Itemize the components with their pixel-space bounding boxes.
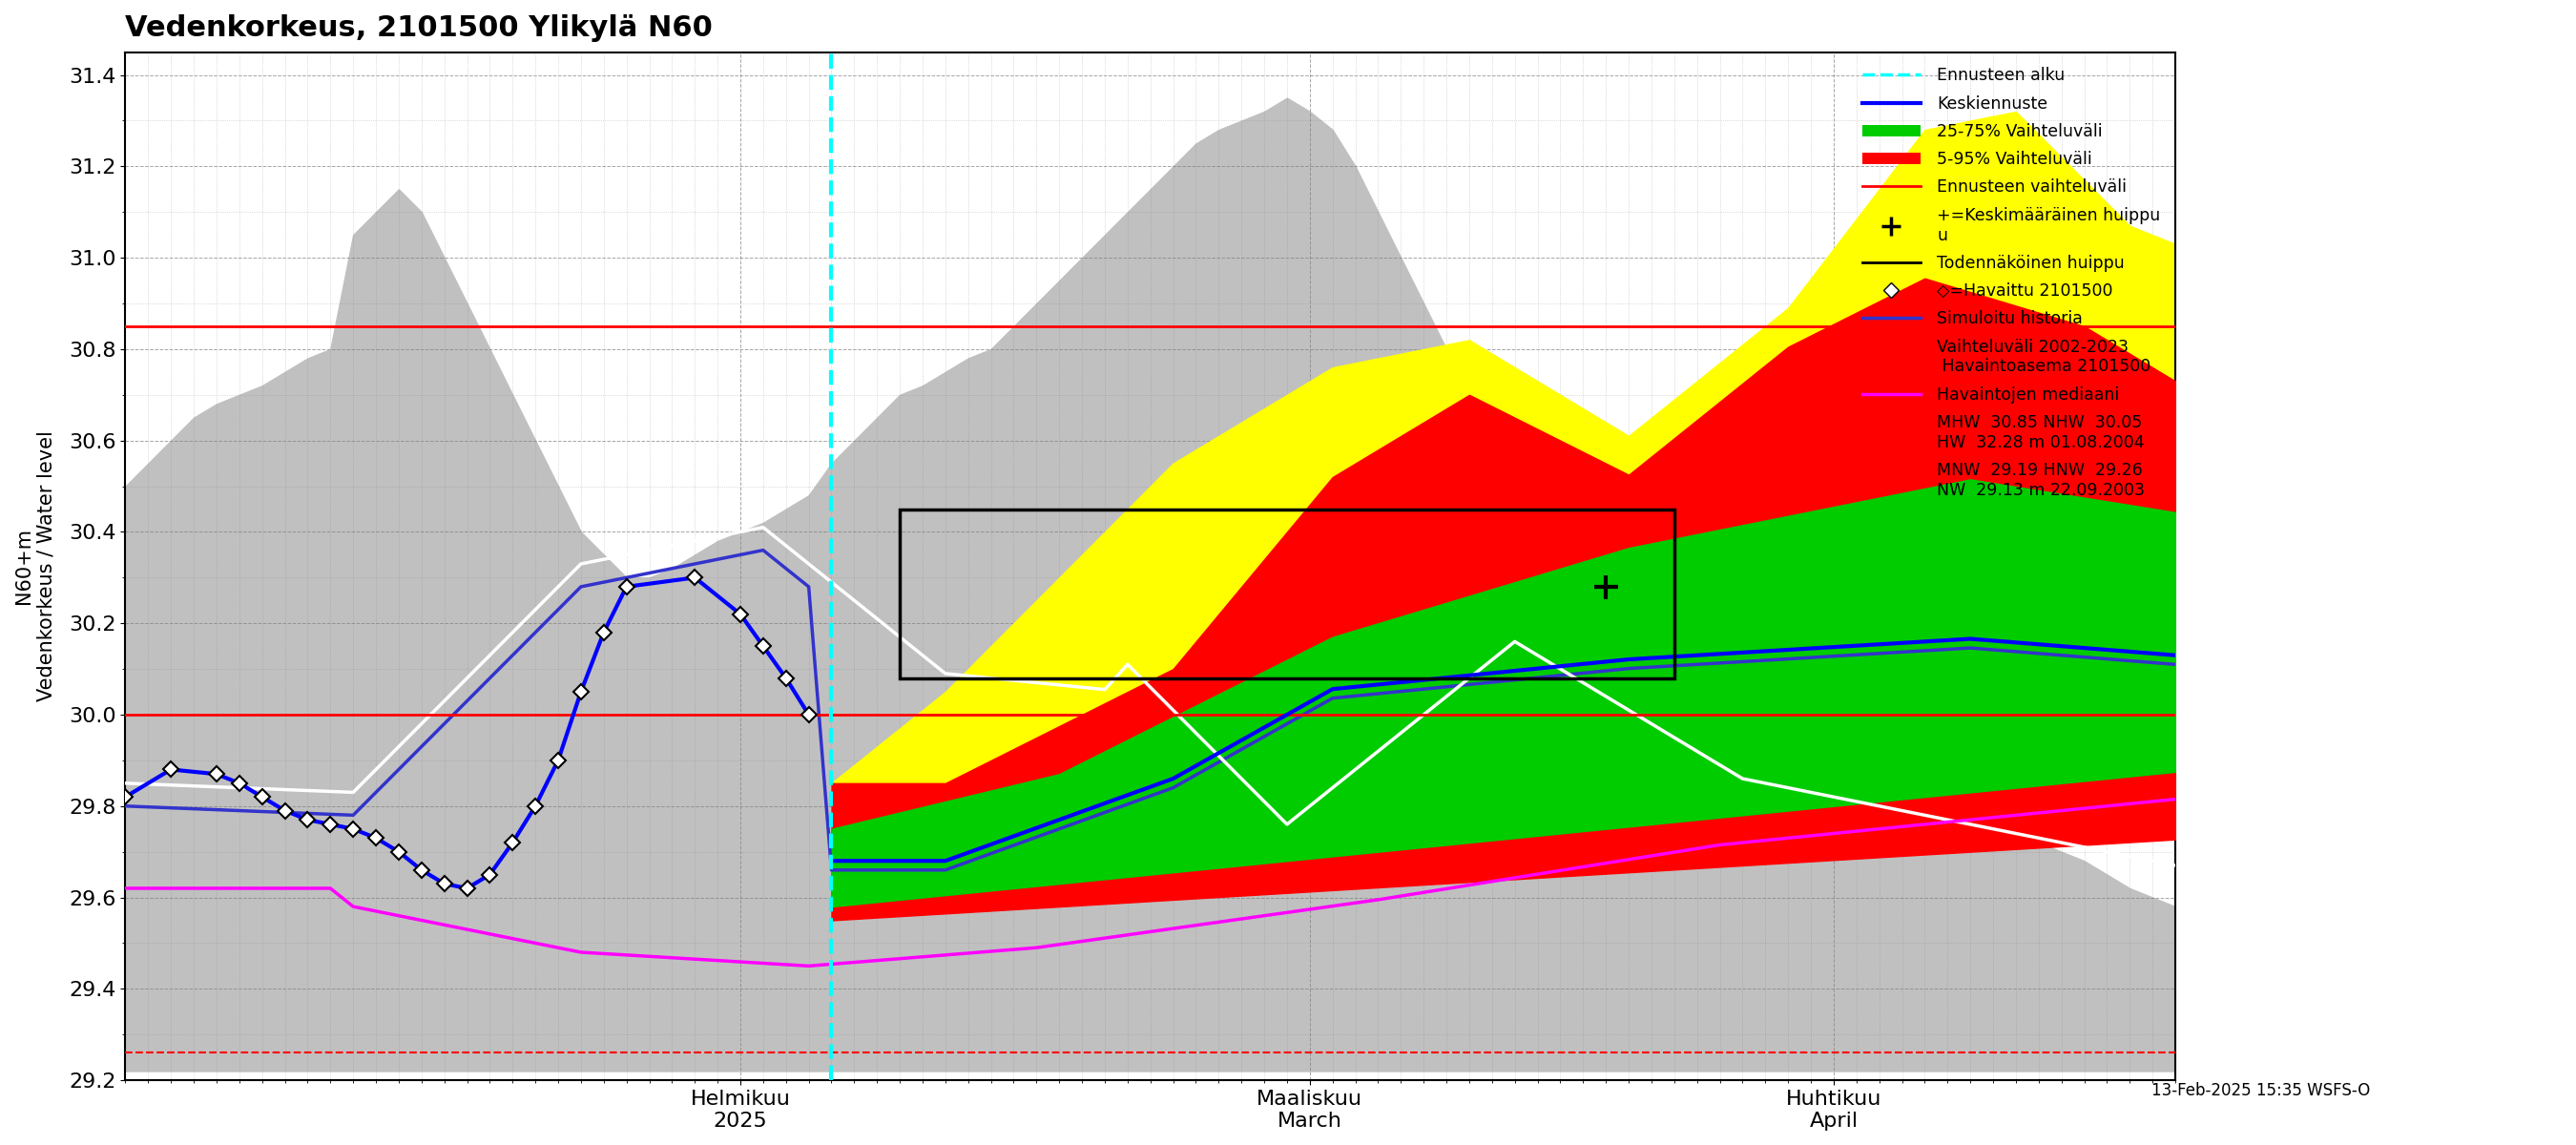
Bar bbox=[899, 510, 1674, 678]
Text: 13-Feb-2025 15:35 WSFS-O: 13-Feb-2025 15:35 WSFS-O bbox=[2151, 1082, 2370, 1099]
Y-axis label: N60+m
Vedenkorkeus / Water level: N60+m Vedenkorkeus / Water level bbox=[15, 431, 57, 702]
Text: Vedenkorkeus, 2101500 Ylikylä N60: Vedenkorkeus, 2101500 Ylikylä N60 bbox=[126, 14, 714, 42]
Legend: Ennusteen alku, Keskiennuste, 25-75% Vaihteluväli, 5-95% Vaihteluväli, Ennusteen: Ennusteen alku, Keskiennuste, 25-75% Vai… bbox=[1855, 61, 2166, 506]
